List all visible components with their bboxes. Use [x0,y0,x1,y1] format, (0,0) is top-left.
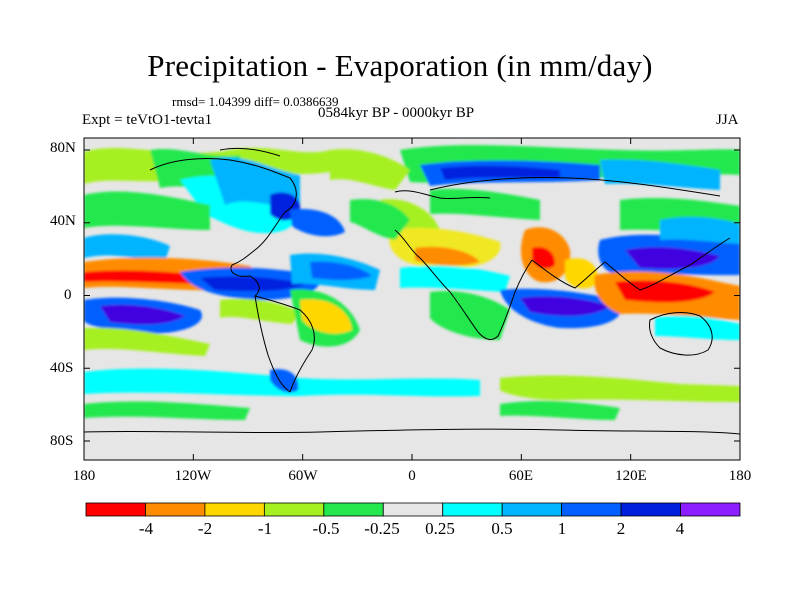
map-field [84,138,740,460]
colorbar [85,502,741,517]
region-maritime-core [615,280,715,303]
colorbar-box [620,502,681,517]
region-southern-ocean-d [500,401,620,420]
lat-label-eq: 0 [64,287,72,303]
region-drake [270,369,299,393]
colorbar-label: 1 [557,519,567,538]
region-siberia-core [440,165,560,180]
colorbar-label: -0.25 [364,519,400,538]
lon-label-60e: 60E [508,468,534,484]
region-sahara-core [415,246,480,266]
experiment-label: Expt = teVtO1-tevta1 [82,112,213,128]
lon-label-120w: 120W [174,468,212,484]
region-s-africa [430,290,510,340]
colorbar-label: -2 [197,519,213,538]
lon-label-120e: 120E [615,468,647,484]
colorbar-label: -1 [257,519,273,538]
region-arabia-core [532,246,556,269]
colorbar-box [263,502,325,517]
region-europe [430,188,540,220]
coast-australia [649,312,713,356]
stats-text: rmsd= 1.04399 diff= 0.0386639 [172,94,339,109]
region-e-pacific-core [200,276,305,292]
lon-label-60w: 60W [288,468,318,484]
colorbar-label: 0.25 [425,519,455,538]
colorbar-box [680,502,741,517]
period-text: 0584kyr BP - 0000kyr BP [318,105,475,121]
region-india [565,258,599,289]
coast-asia-north [429,177,721,197]
region-gulf-stream [290,208,345,237]
region-se-pacific [220,298,300,324]
colorbar-box [442,502,503,517]
region-n-atlantic [330,149,410,190]
region-n-atlantic-mid [350,199,410,240]
coastlines [84,147,740,435]
region-s-pacific-core [100,304,185,325]
coast-greenland [219,147,281,157]
lat-label-40n: 40N [50,213,76,229]
coast-s-america-east [254,295,315,393]
colorbar-label: 4 [675,519,685,538]
colorbar-box [501,502,563,517]
colorbar-box [561,502,622,517]
region-sahel [400,265,510,292]
coast-s-america-west [254,295,291,393]
colorbar-box [85,502,146,517]
region-n-pacific [84,191,210,230]
colorbar-box [145,502,206,517]
lat-label-80s: 80S [50,433,74,449]
coast-asia-south [531,237,731,291]
colorbar-box [382,502,444,517]
region-indian-core [520,296,610,316]
lat-label-80n: 80N [50,140,76,156]
region-s-pacific-green [84,327,210,356]
region-e-asia-core [625,247,720,269]
coast-n-america [149,158,297,297]
region-brazil [300,299,352,334]
colorbar-box [204,502,265,517]
lon-label-180w: 180 [72,468,96,484]
region-australia-n [655,315,740,340]
colorbar-box [323,502,384,517]
colorbar-label: 0.5 [491,519,513,538]
region-japan [660,217,740,244]
colorbar-label: -4 [138,519,154,538]
region-atlantic-core [310,261,372,280]
coast-africa [394,229,533,340]
colorbar-label: 2 [616,519,626,538]
coast-antarctica [84,428,740,435]
chart-title: Precipitation - Evaporation (in mm/day) [147,48,653,83]
lon-label-180e: 180 [728,468,752,484]
lat-label-40s: 40S [50,360,74,376]
axis-ticks [83,138,741,460]
region-southern-ocean-c [84,401,250,420]
region-pacific-band [84,234,170,262]
colorbar-label: -0.5 [312,519,340,538]
lon-label-0: 0 [408,468,416,484]
coast-europe [394,190,491,200]
region-southern-ocean-b [500,375,740,402]
season-label: JJA [716,112,739,128]
